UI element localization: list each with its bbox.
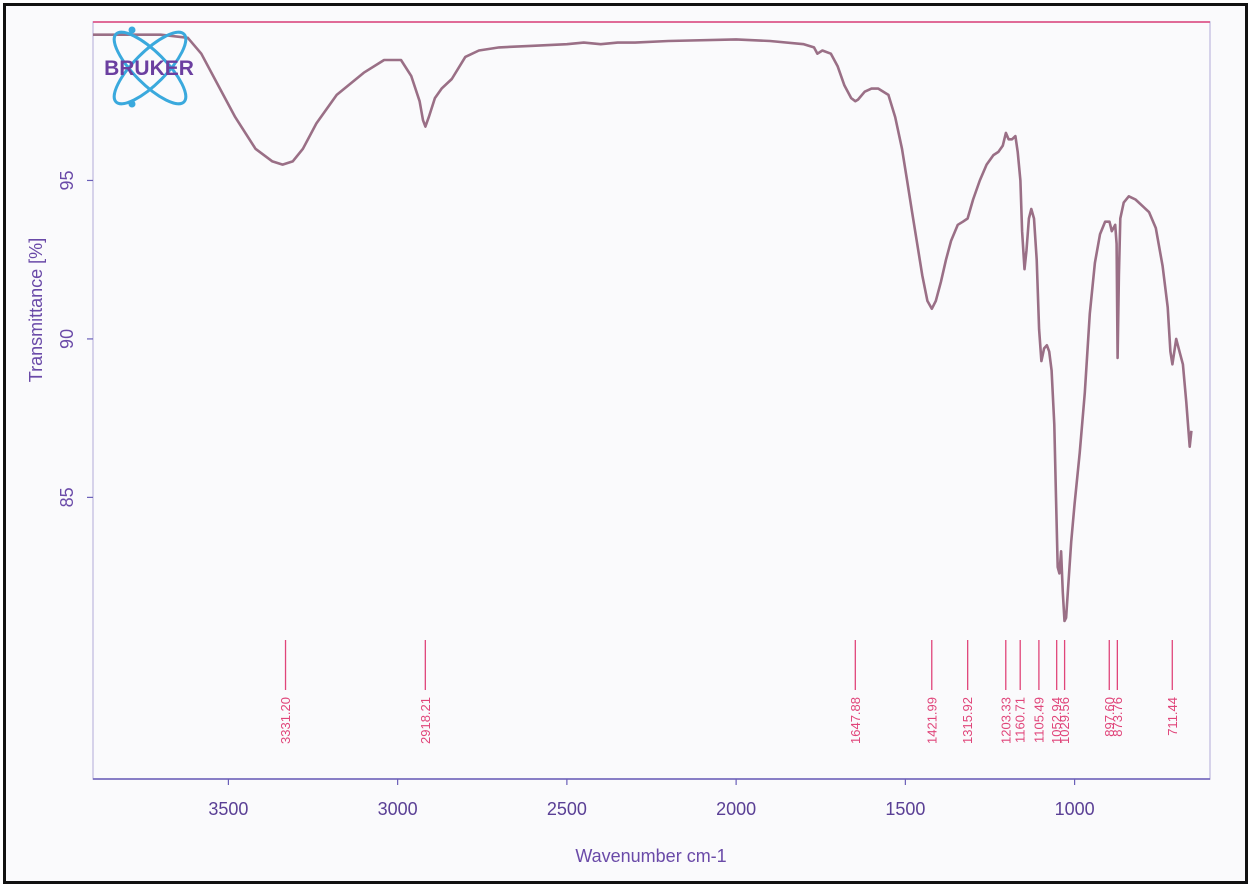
x-tick-label: 2500	[547, 799, 587, 819]
x-axis-ticks: 3500 3000 2500 2000 1500 1000	[208, 779, 1095, 819]
y-tick-label: 90	[57, 329, 77, 349]
peak-label: 1160.71	[1013, 697, 1028, 743]
logo-electron-1	[128, 26, 136, 34]
x-tick-label: 1000	[1055, 799, 1095, 819]
logo-text: BRUKER	[104, 57, 194, 80]
x-tick-label: 3000	[378, 799, 418, 819]
peak-label: 2918.21	[418, 697, 433, 744]
chart-frame	[3, 3, 1248, 884]
x-tick-label: 1500	[885, 799, 925, 819]
y-tick-label: 95	[57, 170, 77, 190]
peak-label: 1029.56	[1057, 697, 1072, 744]
logo-electron-2	[128, 100, 136, 108]
spectrum-series-line	[93, 33, 1193, 623]
y-axis-ticks: 85 90 95	[57, 170, 93, 507]
peak-label: 1052.94	[1049, 697, 1064, 744]
logo-orbit-2	[112, 30, 188, 106]
peak-label: 1421.99	[924, 697, 939, 744]
plot-area	[92, 21, 1211, 780]
peak-label: 711.44	[1165, 697, 1180, 736]
peak-label: 873.76	[1110, 697, 1125, 737]
peak-label: 1647.88	[848, 697, 863, 744]
peak-label: 3331.20	[278, 697, 293, 744]
bruker-logo: BRUKER	[104, 26, 194, 108]
peak-label: 1315.92	[960, 697, 975, 744]
x-tick-label: 3500	[208, 799, 248, 819]
y-tick-label: 85	[57, 487, 77, 507]
peak-markers: 3331.20 2918.21 1647.88 1421.99 1315.92 1203.…	[278, 640, 1180, 744]
peak-label: 1203.33	[998, 697, 1013, 744]
peak-label: 897.60	[1102, 697, 1117, 737]
peak-label: 1105.49	[1031, 697, 1046, 743]
x-tick-label: 2000	[716, 799, 756, 819]
y-axis-title: Transmittance [%]	[26, 238, 46, 382]
logo-orbit-1	[112, 30, 188, 106]
x-axis-title: Wavenumber cm-1	[575, 846, 726, 866]
